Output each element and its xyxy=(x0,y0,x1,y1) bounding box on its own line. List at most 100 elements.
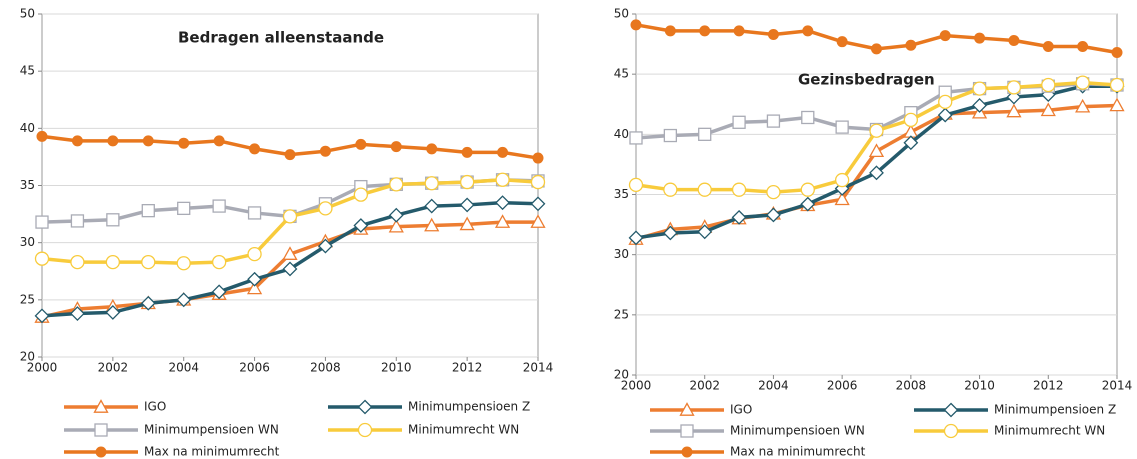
marker-circle xyxy=(176,256,191,271)
marker-triangle xyxy=(530,214,546,228)
marker-circle xyxy=(800,182,815,197)
marker-diamond xyxy=(731,209,747,225)
marker-diamond xyxy=(766,207,781,223)
marker-dot xyxy=(630,19,642,31)
marker-triangle xyxy=(424,217,440,232)
marker-diamond xyxy=(357,399,373,415)
x-tick-label: 2000 xyxy=(621,379,652,393)
x-tick-label: 2002 xyxy=(689,379,720,393)
marker-circle xyxy=(141,254,156,270)
marker-dot xyxy=(699,25,711,37)
y-tick-label: 50 xyxy=(614,7,629,21)
marker-square xyxy=(663,128,678,143)
marker-triangle xyxy=(282,246,298,260)
marker-square xyxy=(70,214,85,228)
marker-triangle xyxy=(459,216,475,231)
x-tick-label: 2014 xyxy=(523,361,554,375)
marker-square xyxy=(35,215,49,229)
marker-diamond xyxy=(662,225,678,241)
y-tick-label: 20 xyxy=(20,350,35,364)
x-tick-label: 2010 xyxy=(964,379,995,393)
marker-dot xyxy=(319,145,331,157)
marker-triangle xyxy=(93,399,109,413)
marker-circle xyxy=(731,182,747,197)
marker-triangle xyxy=(868,143,885,158)
x-tick-label: 2008 xyxy=(310,361,341,375)
marker-circle xyxy=(903,112,919,128)
marker-circle xyxy=(1075,75,1090,90)
legend-label: Minimumrecht WN xyxy=(408,423,519,437)
y-tick-label: 50 xyxy=(20,7,35,21)
marker-square xyxy=(732,115,746,129)
marker-square xyxy=(106,213,120,227)
marker-dot xyxy=(142,135,154,147)
marker-circle xyxy=(1006,80,1022,95)
y-tick-label: 40 xyxy=(614,127,629,141)
marker-circle xyxy=(34,251,50,266)
marker-dot xyxy=(461,146,473,158)
marker-square xyxy=(801,110,815,125)
marker-circle xyxy=(357,422,373,438)
marker-triangle xyxy=(1075,98,1091,113)
marker-dot xyxy=(1111,47,1123,59)
chart-title: Gezinsbedragen xyxy=(798,71,935,89)
marker-triangle xyxy=(1006,103,1022,118)
marker-circle xyxy=(70,254,85,270)
marker-diamond xyxy=(628,230,644,246)
marker-circle xyxy=(211,254,227,270)
y-tick-label: 40 xyxy=(20,121,35,135)
marker-dot xyxy=(974,32,986,44)
marker-diamond xyxy=(247,271,262,287)
marker-square xyxy=(698,127,712,141)
marker-circle xyxy=(530,174,546,190)
marker-square xyxy=(247,206,262,220)
marker-dot xyxy=(532,152,544,164)
y-tick-label: 45 xyxy=(614,67,629,81)
marker-circle xyxy=(972,81,987,96)
marker-square xyxy=(766,114,781,128)
marker-circle xyxy=(943,423,959,439)
legend-label: Minimumpensioen WN xyxy=(144,423,279,437)
marker-circle xyxy=(353,187,369,202)
legend-label: IGO xyxy=(730,403,752,417)
marker-diamond xyxy=(211,284,227,300)
marker-diamond xyxy=(903,135,919,151)
x-tick-label: 2004 xyxy=(168,361,199,375)
marker-circle xyxy=(766,184,781,200)
marker-diamond xyxy=(459,197,475,213)
marker-diamond xyxy=(530,196,546,212)
marker-circle xyxy=(105,254,121,270)
marker-circle xyxy=(1109,77,1125,93)
marker-dot xyxy=(836,36,848,48)
marker-square xyxy=(177,201,191,216)
marker-triangle xyxy=(388,218,404,233)
legend-label: Minimumpensioen Z xyxy=(408,400,530,414)
marker-dot xyxy=(1042,40,1054,52)
marker-circle xyxy=(459,174,475,190)
legend-label: Minimumpensioen WN xyxy=(730,424,865,438)
y-tick-label: 30 xyxy=(614,247,629,261)
marker-triangle xyxy=(679,402,695,416)
marker-diamond xyxy=(318,238,333,254)
marker-dot xyxy=(95,446,107,458)
x-tick-label: 2014 xyxy=(1102,379,1133,393)
x-tick-label: 2006 xyxy=(239,361,270,375)
marker-diamond xyxy=(282,261,298,277)
marker-triangle xyxy=(1109,97,1125,112)
marker-dot xyxy=(664,25,676,37)
x-tick-label: 2010 xyxy=(381,361,412,375)
marker-circle xyxy=(938,94,953,109)
marker-diamond xyxy=(176,292,192,308)
marker-square xyxy=(629,131,643,145)
x-tick-label: 2008 xyxy=(896,379,927,393)
y-tick-label: 30 xyxy=(20,235,35,249)
legend-label: Minimumpensioen Z xyxy=(994,403,1116,417)
marker-dot xyxy=(1077,40,1089,52)
marker-triangle xyxy=(246,280,263,295)
marker-dot xyxy=(213,135,225,147)
marker-circle xyxy=(1041,77,1056,93)
legend-label: Max na minimumrecht xyxy=(730,445,866,459)
marker-dot xyxy=(107,135,119,147)
x-tick-label: 2012 xyxy=(452,361,483,375)
marker-diamond xyxy=(697,224,713,240)
